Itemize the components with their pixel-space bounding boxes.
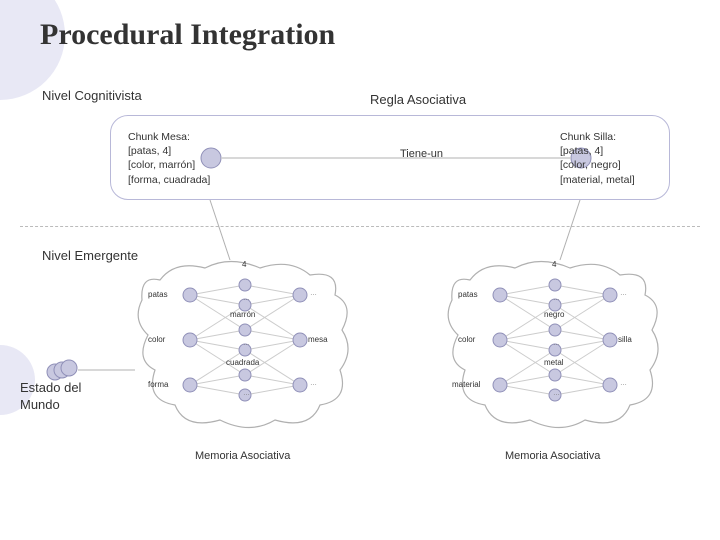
nl-color-left: color (148, 335, 165, 344)
chunk-silla-l4: [material, metal] (560, 173, 635, 187)
nl-mesa: mesa (308, 335, 328, 344)
nl-material: material (452, 380, 480, 389)
chunk-mesa-l3: [color, marrón] (128, 158, 210, 172)
estado-l2: Mundo (20, 397, 81, 414)
chunk-silla-l1: Chunk Silla: (560, 130, 635, 144)
chunk-mesa: Chunk Mesa: [patas, 4] [color, marrón] [… (128, 130, 210, 187)
label-tiene: Tiene-un (400, 148, 443, 160)
dots-r4: … (553, 340, 560, 347)
dots-l3: … (243, 295, 250, 302)
nl-4-left: 4 (242, 260, 246, 269)
nl-metal: metal (544, 358, 564, 367)
chunk-silla-l2: [patas, 4] (560, 144, 635, 158)
nl-marron: marrón (230, 310, 255, 319)
mem-right: Memoria Asociativa (505, 450, 600, 462)
nl-patas-left: patas (148, 290, 168, 299)
dots-r3: … (553, 295, 560, 302)
page-title: Procedural Integration (40, 18, 335, 52)
mem-left: Memoria Asociativa (195, 450, 290, 462)
chunk-silla: Chunk Silla: [patas, 4] [color, negro] [… (560, 130, 635, 187)
chunk-mesa-l1: Chunk Mesa: (128, 130, 210, 144)
chunk-mesa-l4: [forma, cuadrada] (128, 173, 210, 187)
dots-l4: … (243, 340, 250, 347)
nl-forma: forma (148, 380, 168, 389)
dots-r1: … (620, 290, 627, 297)
label-regla: Regla Asociativa (370, 92, 466, 107)
dots-l2: … (310, 380, 317, 387)
nl-color-right: color (458, 335, 475, 344)
dots-l5: … (243, 390, 250, 397)
nl-silla: silla (618, 335, 632, 344)
dots-r5: … (553, 390, 560, 397)
nl-patas-right: patas (458, 290, 478, 299)
estado-l1: Estado del (20, 380, 81, 397)
nl-4-right: 4 (552, 260, 556, 269)
chunk-mesa-l2: [patas, 4] (128, 144, 210, 158)
nl-cuadrada: cuadrada (226, 358, 259, 367)
dots-r2: … (620, 380, 627, 387)
chunk-silla-l3: [color, negro] (560, 158, 635, 172)
dots-l1: … (310, 290, 317, 297)
nl-negro: negro (544, 310, 564, 319)
label-estado: Estado del Mundo (20, 380, 81, 414)
